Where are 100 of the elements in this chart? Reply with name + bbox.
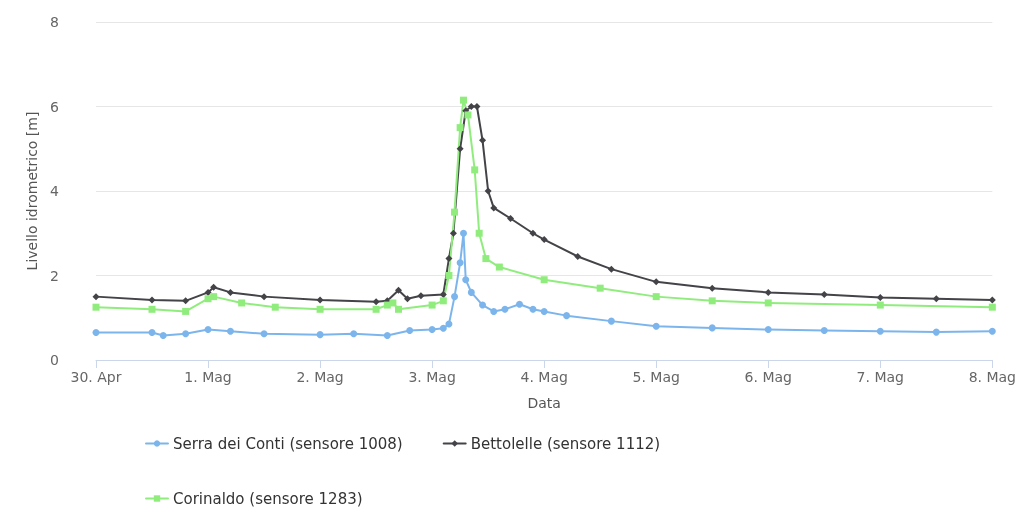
point bbox=[92, 293, 100, 301]
point bbox=[439, 297, 447, 305]
legend-label: Corinaldo (sensore 1283) bbox=[173, 489, 363, 508]
y-tick-label: 2 bbox=[50, 267, 59, 284]
point bbox=[501, 305, 509, 313]
point bbox=[210, 283, 218, 291]
x-tick-label: 1. Mag bbox=[184, 369, 232, 385]
point bbox=[540, 307, 548, 315]
point bbox=[563, 312, 571, 320]
point bbox=[764, 299, 772, 307]
point bbox=[417, 292, 425, 300]
point bbox=[540, 276, 548, 284]
point bbox=[403, 295, 411, 303]
point bbox=[479, 301, 487, 309]
point bbox=[876, 301, 884, 309]
point bbox=[460, 229, 467, 237]
point bbox=[708, 297, 716, 305]
legend-label: Bettolelle (sensore 1112) bbox=[470, 434, 661, 453]
point bbox=[439, 291, 447, 299]
point bbox=[383, 332, 391, 339]
point bbox=[988, 303, 996, 311]
point bbox=[210, 293, 218, 301]
point bbox=[372, 298, 380, 306]
point bbox=[456, 145, 464, 153]
y-tick-label: 6 bbox=[50, 98, 59, 115]
point bbox=[238, 299, 246, 307]
point bbox=[540, 236, 548, 244]
point bbox=[516, 300, 524, 308]
point bbox=[182, 330, 190, 338]
point bbox=[596, 284, 604, 292]
point bbox=[574, 252, 582, 260]
point bbox=[467, 288, 475, 296]
point bbox=[316, 305, 324, 313]
point bbox=[495, 263, 503, 271]
point bbox=[820, 326, 828, 334]
point bbox=[148, 329, 156, 337]
point bbox=[607, 317, 615, 325]
point bbox=[471, 166, 479, 174]
point bbox=[490, 307, 498, 315]
point bbox=[182, 307, 190, 315]
point bbox=[260, 330, 268, 338]
point bbox=[428, 301, 436, 309]
point bbox=[395, 305, 403, 313]
point bbox=[389, 299, 397, 307]
point bbox=[159, 332, 167, 339]
x-tick-label: 7. Mag bbox=[856, 369, 904, 385]
point bbox=[449, 229, 457, 237]
x-tick-label: 2. Mag bbox=[296, 369, 344, 385]
point bbox=[652, 293, 660, 301]
point bbox=[148, 296, 156, 304]
point bbox=[507, 214, 515, 222]
point bbox=[932, 328, 940, 336]
point bbox=[182, 297, 190, 305]
point bbox=[428, 326, 436, 334]
point bbox=[316, 331, 324, 339]
point bbox=[462, 276, 470, 284]
y-tick-label: 4 bbox=[50, 183, 59, 199]
point bbox=[445, 272, 453, 279]
point bbox=[708, 324, 716, 332]
point bbox=[451, 293, 459, 301]
point bbox=[92, 329, 100, 337]
point bbox=[988, 296, 996, 304]
point bbox=[876, 293, 884, 301]
point bbox=[607, 265, 615, 273]
point bbox=[490, 204, 498, 212]
point bbox=[529, 305, 537, 313]
point bbox=[456, 124, 464, 132]
point bbox=[148, 305, 156, 313]
y-axis-title: Livello idrometrico [m] bbox=[24, 111, 41, 271]
point bbox=[484, 187, 492, 195]
legend-label: Serra dei Conti (sensore 1008) bbox=[173, 434, 403, 453]
x-tick-label: 3. Mag bbox=[408, 369, 456, 385]
point bbox=[204, 288, 212, 296]
point bbox=[445, 255, 453, 263]
point bbox=[820, 291, 828, 299]
point bbox=[876, 327, 884, 335]
point bbox=[350, 330, 358, 338]
x-tick-label: 5. Mag bbox=[632, 369, 680, 385]
y-tick-label: 8 bbox=[50, 14, 59, 30]
point bbox=[92, 303, 100, 311]
point bbox=[464, 111, 472, 119]
y-tick-label: 0 bbox=[50, 352, 59, 368]
point bbox=[764, 288, 772, 296]
point bbox=[395, 286, 403, 294]
x-tick-label: 6. Mag bbox=[744, 369, 792, 385]
point bbox=[708, 284, 716, 292]
point bbox=[932, 295, 940, 303]
point bbox=[456, 259, 464, 267]
point bbox=[529, 229, 537, 237]
x-tick-label: 8. Mag bbox=[968, 369, 1016, 385]
point bbox=[482, 255, 490, 263]
x-tick-label: 30. Apr bbox=[70, 369, 122, 385]
point bbox=[459, 96, 467, 104]
x-axis-title: Data bbox=[527, 395, 561, 411]
point bbox=[988, 327, 996, 335]
x-tick-label: 4. Mag bbox=[520, 369, 568, 385]
point bbox=[271, 303, 279, 311]
point bbox=[652, 278, 660, 286]
point bbox=[406, 326, 414, 334]
point bbox=[226, 288, 234, 296]
